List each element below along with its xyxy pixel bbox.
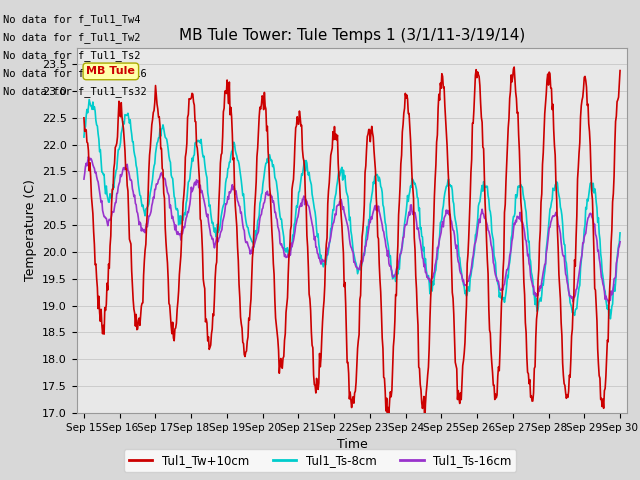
Legend: Tul1_Tw+10cm, Tul1_Ts-8cm, Tul1_Ts-16cm: Tul1_Tw+10cm, Tul1_Ts-8cm, Tul1_Ts-16cm	[124, 449, 516, 472]
Text: No data for f_Tul1_Ts32: No data for f_Tul1_Ts32	[3, 86, 147, 97]
Text: No data for f_Tul1_Tw2: No data for f_Tul1_Tw2	[3, 32, 141, 43]
Y-axis label: Temperature (C): Temperature (C)	[24, 180, 36, 281]
X-axis label: Time: Time	[337, 438, 367, 451]
Text: No data for f_Tul1_Tw4: No data for f_Tul1_Tw4	[3, 13, 141, 24]
Text: No data for f_Tul1_Ts16: No data for f_Tul1_Ts16	[3, 68, 147, 79]
Text: MB Tule: MB Tule	[86, 66, 135, 76]
Title: MB Tule Tower: Tule Temps 1 (3/1/11-3/19/14): MB Tule Tower: Tule Temps 1 (3/1/11-3/19…	[179, 28, 525, 43]
Text: No data for f_Tul1_Ts2: No data for f_Tul1_Ts2	[3, 50, 141, 61]
